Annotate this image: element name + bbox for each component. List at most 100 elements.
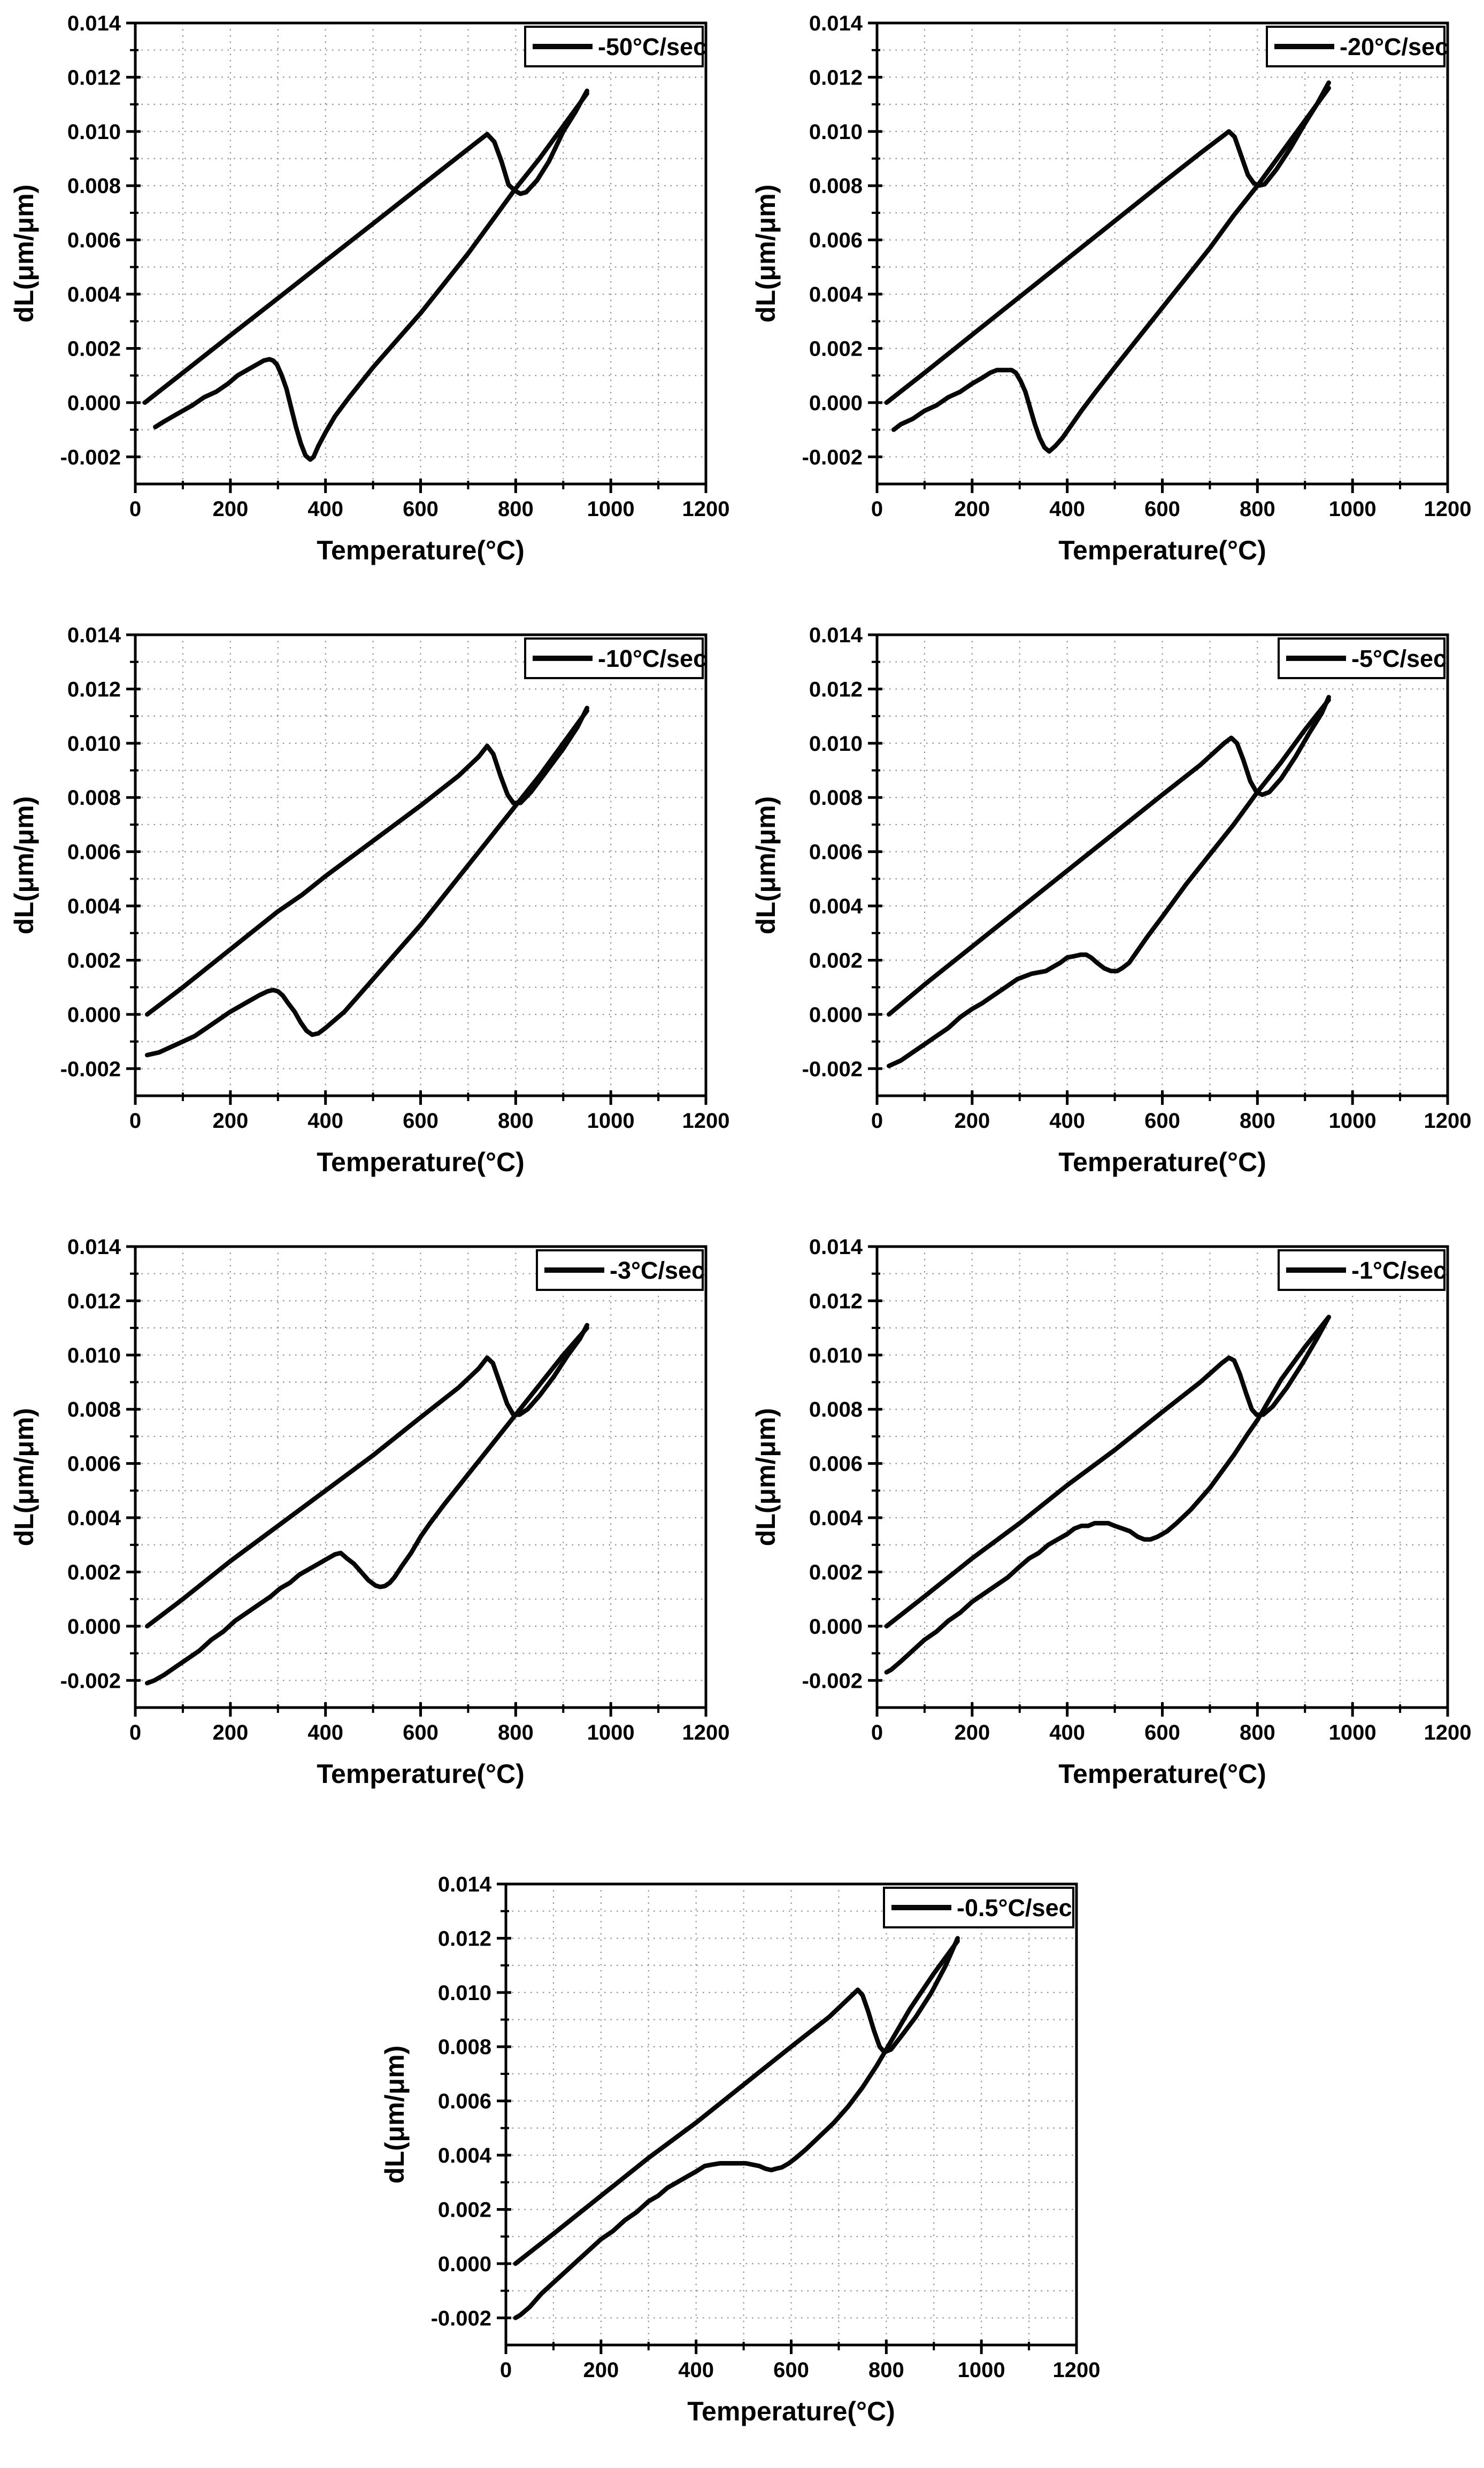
x-tick-label: 0 (871, 497, 883, 521)
x-tick-label: 800 (1240, 1109, 1275, 1133)
y-tick-label: 0.004 (67, 283, 121, 306)
y-tick-label: 0.008 (809, 1398, 863, 1421)
chart-panel-1c-per-sec: 0 200 400 600 800 1000 1200 -0.002 0.000 0.002 0.0… (742, 1224, 1484, 1828)
tick-marks (868, 1245, 1449, 1717)
x-tick-label: 600 (403, 497, 439, 521)
x-tick-label: 200 (954, 1109, 990, 1133)
x-tick-label: 1200 (682, 497, 730, 521)
y-tick-label: 0.006 (809, 229, 863, 252)
x-tick-label: 400 (678, 2358, 714, 2382)
y-axis-title: dL(μm/μm) (751, 1408, 781, 1546)
y-tick-label: 0.002 (67, 337, 121, 360)
y-tick-label: 0.010 (809, 1344, 863, 1367)
y-tick-label: 0.004 (67, 1506, 121, 1530)
y-tick-label: 0.010 (67, 120, 121, 144)
y-tick-label: 0.012 (67, 678, 121, 701)
curve-heating (144, 705, 589, 1017)
x-tick-label: 200 (212, 497, 248, 521)
chart-svg: 0 200 400 600 800 1000 1200 -0.002 0.000 0.002 0.0… (751, 1235, 1471, 1789)
chart-svg: 0 200 400 600 800 1000 1200 -0.002 0.000 0.002 0.0… (751, 12, 1472, 565)
plot-frame (875, 1245, 1449, 1709)
curve-cooling (884, 1314, 1331, 1675)
y-tick-label: 0.004 (67, 895, 121, 918)
y-tick-label: 0.010 (67, 732, 121, 756)
x-tick-label: 200 (212, 1721, 248, 1744)
x-tick-label: 600 (1144, 497, 1180, 521)
x-tick-label: 0 (500, 2358, 512, 2382)
y-tick-label: 0.010 (67, 1344, 121, 1367)
y-tick-label: -0.002 (60, 1669, 121, 1693)
x-axis-title: Temperature(°C) (317, 1147, 525, 1177)
x-tick-label: 800 (1240, 1721, 1275, 1744)
x-tick-label: 1200 (682, 1721, 730, 1744)
y-tick-label: 0.008 (67, 786, 121, 810)
x-tick-label: 0 (129, 1721, 141, 1744)
curve-cooling (891, 86, 1331, 454)
legend-label: -10°C/sec (598, 645, 706, 672)
curve-cooling (144, 1325, 589, 1686)
x-tick-label: 0 (129, 1109, 141, 1133)
y-tick-label: 0.010 (438, 1981, 491, 2005)
chart-panel-20c-per-sec: 0 200 400 600 800 1000 1200 -0.002 0.000 0.002 0.0… (742, 0, 1484, 604)
x-axis-title: Temperature(°C) (1058, 1147, 1266, 1177)
x-tick-label: 1000 (1329, 1721, 1377, 1744)
y-tick-label: 0.000 (67, 1615, 121, 1639)
y-tick-label: 0.000 (438, 2252, 491, 2276)
chart-svg: 0 200 400 600 800 1000 1200 -0.002 0.000 0.002 0.0… (380, 1873, 1101, 2426)
x-tick-label: 1000 (1329, 497, 1377, 521)
x-tick-label: 400 (307, 1109, 343, 1133)
legend-label: -5°C/sec (1351, 645, 1447, 672)
y-axis-title: dL(μm/μm) (9, 796, 39, 934)
x-tick-label: 1200 (1053, 2358, 1101, 2382)
y-tick-label: 0.006 (438, 2090, 491, 2113)
y-tick-label: 0.012 (809, 1289, 863, 1313)
y-tick-label: 0.008 (809, 786, 863, 810)
y-tick-label: 0.006 (809, 841, 863, 864)
x-tick-label: 0 (129, 497, 141, 521)
x-tick-label: 200 (954, 497, 990, 521)
legend-box: -50°C/sec (524, 26, 706, 67)
plot-frame (134, 21, 708, 486)
x-tick-label: 1200 (1424, 497, 1472, 521)
y-axis-title: dL(μm/μm) (751, 796, 781, 934)
chart-svg: 0 200 400 600 800 1000 1200 -0.002 0.000 0.002 0.0… (9, 1235, 730, 1789)
y-tick-label: 0.002 (67, 1560, 121, 1584)
x-tick-label: 800 (498, 1721, 534, 1744)
x-tick-label: 600 (403, 1721, 439, 1744)
y-tick-label: 0.012 (67, 66, 121, 89)
y-tick-label: 0.014 (67, 1235, 121, 1259)
y-tick-label: 0.006 (809, 1452, 863, 1476)
x-tick-label: 1000 (587, 1721, 635, 1744)
tick-marks (126, 1245, 708, 1717)
x-tick-label: 1000 (958, 2358, 1005, 2382)
curve-heating (886, 695, 1331, 1017)
y-tick-label: 0.012 (809, 66, 863, 89)
gridlines (877, 23, 1448, 484)
plot-frame (875, 633, 1449, 1097)
y-tick-label: -0.002 (431, 2306, 491, 2330)
x-tick-label: 600 (773, 2358, 809, 2382)
y-tick-label: -0.002 (802, 1057, 863, 1081)
gridlines (135, 635, 706, 1096)
x-tick-label: 400 (307, 1721, 343, 1744)
tick-marks (497, 1882, 1078, 2354)
legend-label: -50°C/sec (598, 33, 706, 60)
y-tick-label: 0.010 (809, 732, 863, 756)
x-axis-title: Temperature(°C) (317, 535, 525, 565)
legend-box: -5°C/sec (1278, 637, 1447, 679)
curve-cooling (153, 91, 589, 462)
x-tick-label: 400 (1049, 497, 1085, 521)
x-tick-label: 1200 (1424, 1109, 1472, 1133)
gridlines (506, 1884, 1077, 2345)
y-tick-label: 0.014 (809, 1235, 863, 1259)
plot-frame (504, 1882, 1078, 2347)
y-tick-label: 0.014 (809, 624, 863, 647)
y-tick-label: 0.002 (809, 337, 863, 360)
x-tick-label: 800 (868, 2358, 904, 2382)
y-axis-title: dL(μm/μm) (751, 184, 781, 322)
y-tick-label: -0.002 (60, 1057, 121, 1081)
chart-panel-0.5c-per-sec: 0 200 400 600 800 1000 1200 -0.002 0.000 0.002 0.0… (371, 1861, 1113, 2465)
y-tick-label: -0.002 (802, 445, 863, 469)
y-tick-label: 0.004 (809, 895, 863, 918)
chart-panel-50c-per-sec: 0 200 400 600 800 1000 1200 -0.002 0.000 0.002 0.0… (0, 0, 742, 604)
